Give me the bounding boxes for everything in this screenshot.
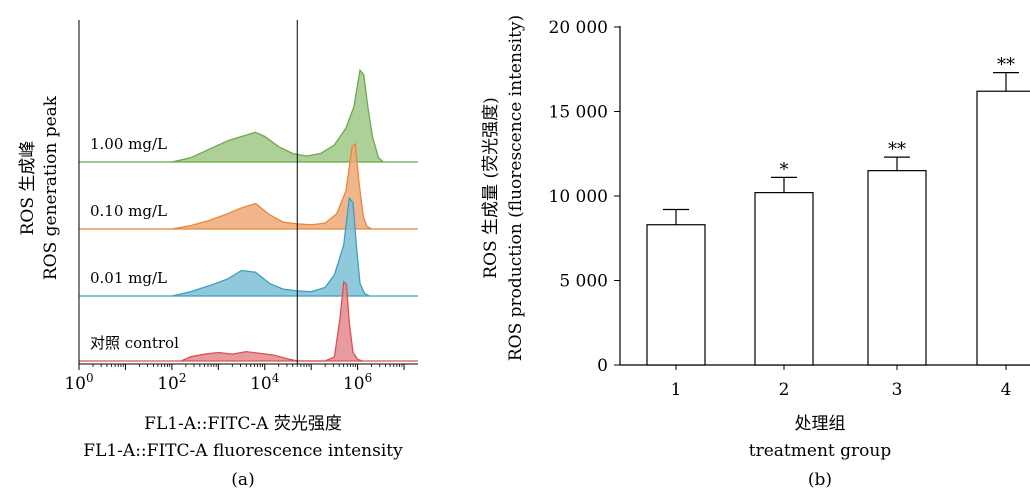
bar-y-label-en: ROS production (fluorescence intensity) [506,15,526,361]
y-tick-label: 15 000 [549,103,608,123]
histogram-outline [171,142,372,230]
histogram-fill [171,70,384,162]
histogram-x-label-en: FL1-A::FITC-A fluorescence intensity [83,441,403,461]
x-tick-label: 4 [1001,380,1012,400]
significance-marker: ** [888,139,906,160]
histogram-series-label: 1.00 mg/L [90,135,167,153]
x-tick-label: 104 [250,371,280,394]
x-tick-label: 102 [157,371,186,394]
histogram-series-label: 对照 control [90,334,179,352]
x-tick-label: 106 [343,371,372,394]
x-tick-exponent: 2 [179,371,187,385]
histogram-fill [181,281,363,361]
x-tick-exponent: 4 [272,371,280,385]
panel-b-label: (b) [808,470,832,490]
x-tick-label: 3 [892,380,903,400]
bar-x-label-en: treatment group [749,441,892,461]
x-tick-label: 100 [64,371,93,394]
bar-chart-panel: 0 5 000 10 000 15 000 20 000 1 2 * 3 ** 4 ** ROS 生… [481,15,1030,490]
bar-x-label-cn: 处理组 [795,414,846,434]
bar [754,192,814,366]
histogram-x-ticks: 100 102 104 106 [64,364,405,394]
bar-axes: 0 5 000 10 000 15 000 20 000 [549,18,1030,376]
bar [867,170,927,366]
x-tick-label: 1 [671,380,682,400]
significance-marker: ** [997,55,1015,76]
x-tick-label: 2 [779,380,790,400]
histogram-fill [171,198,370,296]
histogram-outline [171,196,370,297]
bar-series: 1 2 * 3 ** 4 ** [646,55,1030,400]
x-tick-exponent: 0 [86,371,94,385]
histogram-layer: 1.00 mg/L 0.10 mg/L 0.01 mg/L 对照 control [79,68,418,362]
histogram-series: 0.01 mg/L [79,196,418,297]
y-tick-label: 20 000 [549,18,608,38]
y-tick-label: 0 [597,356,608,376]
histogram-x-label-cn: FL1-A::FITC-A 荧光强度 [144,414,342,434]
y-tick-label: 10 000 [549,187,608,207]
histogram-series-label: 0.01 mg/L [90,269,167,287]
panel-a-label: (a) [231,470,254,490]
histogram-axes [78,20,418,365]
bar-y-label-cn: ROS 生成量 (荧光强度) [481,97,501,278]
flow-cytometry-panel: 1.00 mg/L 0.10 mg/L 0.01 mg/L 对照 control 10… [18,20,418,490]
bar [646,224,706,366]
histogram-y-label-cn: ROS 生成峰 [18,141,38,236]
significance-marker: * [780,159,789,180]
histogram-outline [171,68,384,163]
histogram-y-label-en: ROS generation peak [41,95,61,280]
histogram-series: 1.00 mg/L [79,68,418,163]
y-tick-label: 5 000 [559,272,608,292]
x-tick-exponent: 6 [365,371,373,385]
bar [976,90,1030,366]
histogram-series-label: 0.10 mg/L [90,202,167,220]
